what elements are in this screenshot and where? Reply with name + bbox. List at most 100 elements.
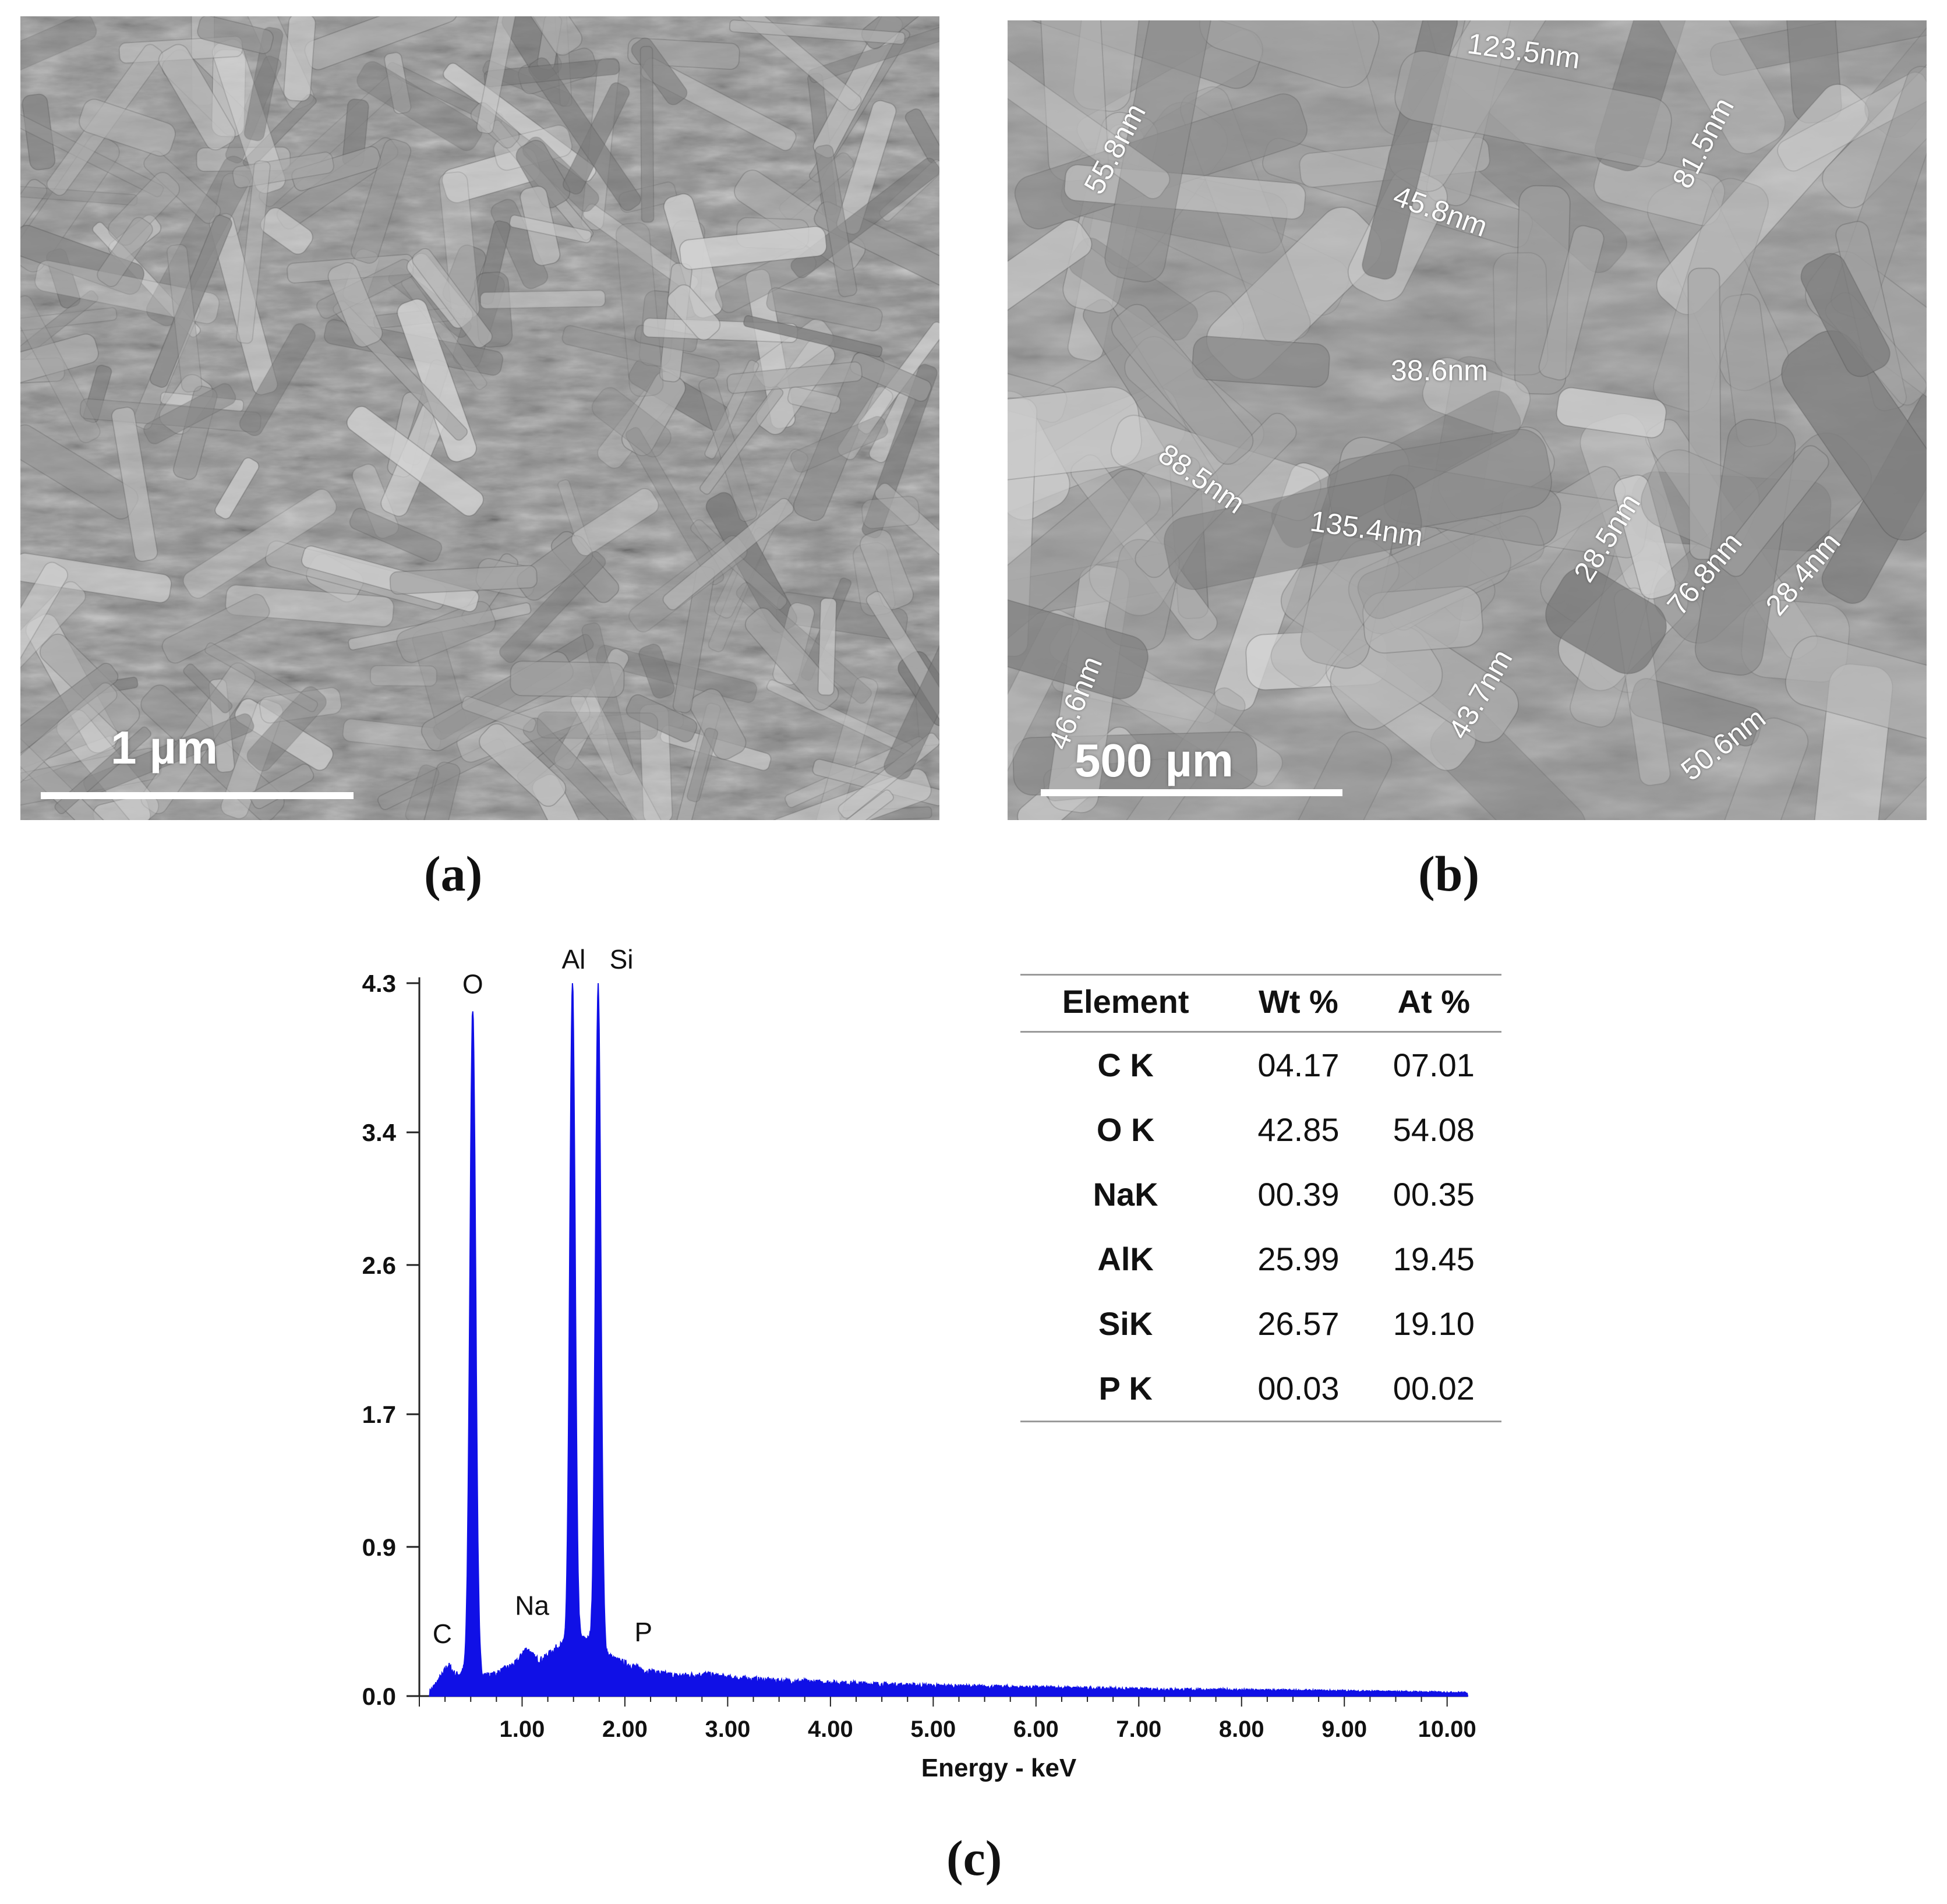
crystal-blade	[182, 489, 337, 599]
sem-image-a: 1 µm	[20, 16, 939, 820]
x-tick-label: 6.00	[1013, 1716, 1059, 1742]
crystal-blade	[79, 98, 176, 157]
at-cell: 00.02	[1393, 1370, 1475, 1407]
crystal-blade	[1104, 20, 1211, 282]
crystal-blade	[729, 19, 906, 45]
at-cell: 54.08	[1393, 1111, 1475, 1148]
y-tick-label: 2.6	[362, 1252, 396, 1279]
wt-cell: 26.57	[1257, 1305, 1340, 1342]
table-row: P K 00.03 00.02	[1020, 1356, 1501, 1422]
crystal-blade	[510, 660, 625, 698]
crystal-blade	[667, 284, 721, 341]
crystal-blade	[204, 642, 319, 712]
peak-label: P	[634, 1617, 652, 1647]
crystal-blade	[20, 16, 97, 94]
column-header: Element	[1020, 974, 1231, 1033]
crystal-blade	[20, 179, 48, 232]
measurement-label: 38.6nm	[1391, 354, 1488, 387]
x-tick-label: 7.00	[1116, 1716, 1161, 1742]
crystal-blade	[525, 16, 583, 56]
crystal-blade	[1613, 474, 1676, 600]
y-tick-label: 4.3	[362, 970, 396, 997]
crystal-blade	[1492, 252, 1549, 376]
crystal-blade	[243, 26, 284, 142]
crystal-blade	[369, 665, 437, 687]
crystal-blade	[861, 496, 920, 529]
crystal-blade	[1111, 303, 1254, 465]
crystal-blade	[808, 24, 939, 83]
crystal-blade	[817, 598, 838, 696]
peak-label: Na	[515, 1590, 549, 1620]
crystal-blade	[639, 45, 655, 223]
crystal-blade	[149, 214, 232, 388]
wt-cell: 04.17	[1257, 1047, 1340, 1083]
crystal-blade	[239, 323, 316, 436]
wt-cell: 00.39	[1257, 1176, 1340, 1213]
crystal-blade	[1785, 635, 1927, 754]
crystal-blade	[476, 16, 520, 135]
crystal-blade	[499, 550, 606, 663]
crystal-blade	[405, 764, 440, 820]
crystal-blade	[1008, 219, 1093, 327]
crystal-blade	[166, 243, 203, 393]
crystal-blade	[581, 622, 634, 776]
sem-image-b: 123.5nm 55.8nm 81.5nm 45.8nm 38.6nm 88.5…	[1008, 20, 1927, 820]
crystal-blade	[1781, 330, 1927, 541]
crystal-blade	[638, 644, 675, 699]
crystal-blade	[1008, 53, 1171, 199]
crystal-blade	[483, 58, 620, 88]
scalebar-label-a: 1 µm	[111, 722, 218, 773]
crystal-blade	[1825, 723, 1927, 820]
column-header: Wt %	[1231, 974, 1366, 1033]
crystal-blade	[346, 405, 484, 517]
table-row: O K 42.85 54.08	[1020, 1097, 1501, 1162]
crystal-blade	[766, 287, 883, 332]
crystal-blade	[686, 727, 719, 803]
scalebar-a	[41, 792, 354, 799]
crystal-blade	[356, 61, 483, 151]
table-row: NaK 00.39 00.35	[1020, 1162, 1501, 1227]
peak-label: Si	[610, 944, 634, 974]
crystal-blade	[1656, 83, 1870, 315]
crystal-blade	[396, 600, 496, 663]
crystal-blade	[183, 663, 233, 713]
crystal-blade	[234, 698, 334, 771]
crystal-blade	[1538, 225, 1605, 381]
at-cell: 19.10	[1393, 1305, 1475, 1342]
x-tick-label: 8.00	[1219, 1716, 1264, 1742]
crystal-blade	[350, 139, 412, 264]
crystal-blade	[819, 789, 894, 820]
crystal-blade	[837, 386, 893, 460]
crystal-blade	[246, 686, 327, 772]
crystal-blade	[1545, 567, 1667, 674]
crystal-blade	[161, 594, 270, 664]
table-header-row: Element Wt % At %	[1020, 974, 1501, 1033]
crystal-blade	[849, 352, 932, 402]
crystal-blade	[20, 561, 69, 667]
crystal-blade	[1357, 515, 1545, 619]
at-cell: 07.01	[1393, 1047, 1475, 1083]
crystal-blade	[814, 144, 857, 298]
x-tick-label: 3.00	[705, 1716, 750, 1742]
element-cell: C K	[1097, 1047, 1154, 1083]
crystal-blade	[349, 507, 443, 563]
crystal-blade	[158, 44, 236, 151]
crystal-blade	[1192, 335, 1330, 388]
peak-label: O	[462, 969, 483, 999]
table-row: SiK 26.57 19.10	[1020, 1291, 1501, 1356]
element-cell: AlK	[1097, 1241, 1154, 1277]
crystal-blade	[1687, 267, 1722, 560]
caption-b: (b)	[1418, 846, 1480, 902]
at-cell: 00.35	[1393, 1176, 1475, 1213]
sem-texture-b	[1008, 20, 1927, 820]
element-cell: NaK	[1093, 1176, 1158, 1213]
crystal-blade	[20, 295, 101, 443]
y-tick-label: 0.0	[362, 1683, 396, 1710]
sem-texture-a	[20, 16, 939, 820]
crystal-blade	[20, 333, 99, 397]
caption-c: (c)	[946, 1830, 1002, 1886]
scalebar-b	[1041, 789, 1342, 796]
crystal-blade	[690, 688, 747, 760]
crystal-blade	[236, 160, 271, 344]
crystal-blade	[626, 694, 698, 743]
